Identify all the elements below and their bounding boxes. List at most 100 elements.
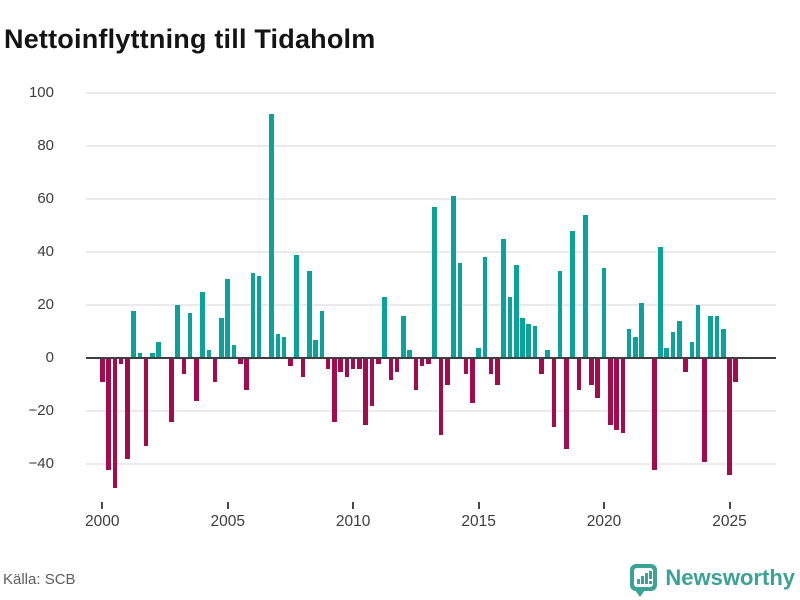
bar-2006-Q2 (256, 276, 262, 359)
bar-2014-Q1 (451, 196, 456, 359)
bar-2003-Q2 (181, 358, 187, 375)
bar-2012-Q3 (413, 358, 419, 391)
bar-2000-Q4 (118, 358, 124, 364)
bar-2023-Q3 (689, 342, 695, 359)
bar-2007-Q2 (281, 337, 287, 359)
bar-2001-Q2 (131, 310, 136, 359)
bar-2007-Q4 (294, 254, 300, 359)
bar-2013-Q2 (432, 207, 437, 359)
bar-2022-Q2 (658, 246, 663, 359)
bar-2009-Q4 (344, 358, 350, 377)
bar-2003-Q3 (187, 313, 193, 359)
y-axis-tick-label: 0 (45, 349, 54, 367)
bar-2012-Q4 (419, 358, 425, 367)
bar-2001-Q4 (143, 358, 149, 446)
bar-2023-Q1 (677, 321, 682, 359)
bar-2022-Q4 (670, 331, 676, 359)
bar-2005-Q3 (237, 358, 243, 364)
gridline (86, 251, 776, 254)
bar-2010-Q3 (363, 358, 369, 425)
bubble-tail (635, 589, 646, 597)
y-axis-tick-label: 60 (37, 190, 54, 208)
bar-2005-Q2 (231, 345, 237, 359)
bar-2021-Q2 (633, 337, 638, 359)
bar-2000-Q3 (112, 358, 118, 489)
bar-2008-Q4 (319, 310, 325, 359)
y-axis-tick-label: −40 (28, 455, 54, 473)
bar-2019-Q3 (589, 358, 594, 385)
bar-2024-Q2 (708, 315, 713, 359)
bar-2016-Q1 (501, 238, 506, 359)
bar-2004-Q3 (212, 358, 218, 383)
bar-2010-Q1 (350, 358, 356, 369)
bar-2017-Q3 (539, 358, 544, 375)
bar-2024-Q4 (720, 329, 726, 359)
bar-2018-Q1 (551, 358, 557, 428)
bar-2010-Q2 (357, 358, 362, 369)
bar-2015-Q4 (495, 358, 500, 385)
x-axis-tick (101, 502, 104, 509)
gridline (86, 198, 776, 201)
bar-2005-Q4 (244, 358, 249, 391)
bar-2024-Q3 (714, 315, 720, 359)
bar-2011-Q2 (382, 297, 387, 359)
bar-2016-Q2 (507, 297, 513, 359)
bar-2024-Q1 (702, 358, 707, 462)
gridline (86, 91, 776, 94)
bar-2017-Q4 (545, 350, 550, 359)
bar-2019-Q2 (582, 215, 588, 359)
bar-2011-Q1 (375, 358, 381, 364)
zero-axis-line (86, 357, 776, 360)
y-axis-tick-label: 40 (37, 243, 54, 261)
newsworthy-brand: Newsworthy (630, 560, 795, 597)
bar-2004-Q4 (219, 318, 224, 359)
bar-2001-Q3 (137, 352, 143, 359)
gridline (86, 304, 776, 307)
bar-2015-Q3 (488, 358, 494, 375)
bar-2008-Q1 (300, 358, 306, 377)
bar-2014-Q4 (470, 358, 475, 404)
bar-2008-Q2 (306, 270, 312, 359)
bar-2009-Q3 (338, 358, 343, 372)
gridline (86, 145, 776, 148)
bar-2022-Q3 (664, 347, 670, 359)
bar-2023-Q4 (695, 305, 701, 359)
x-axis-tick (728, 502, 731, 509)
bar-2008-Q3 (313, 339, 318, 359)
bar-2015-Q1 (476, 347, 481, 359)
bar-2021-Q3 (639, 302, 644, 359)
bar-2020-Q4 (620, 358, 626, 433)
bar-2006-Q4 (269, 114, 274, 359)
bar-2011-Q3 (388, 358, 394, 380)
x-axis-tick (352, 502, 355, 509)
bar-2019-Q1 (576, 358, 582, 391)
bar-2000-Q2 (106, 358, 111, 470)
bar-2022-Q1 (651, 358, 657, 470)
bar-2010-Q4 (369, 358, 375, 407)
bar-2025-Q2 (733, 358, 739, 383)
y-axis-tick-label: 80 (37, 137, 54, 155)
bar-2011-Q4 (394, 358, 400, 372)
bar-2018-Q4 (570, 230, 575, 359)
bar-2018-Q2 (557, 270, 563, 359)
x-axis-tick-label: 2005 (210, 513, 245, 530)
bar-2018-Q3 (564, 358, 569, 449)
bar-2019-Q4 (595, 358, 601, 399)
bar-2013-Q4 (444, 358, 450, 385)
bar-2005-Q1 (225, 278, 231, 359)
bar-2016-Q3 (513, 265, 519, 359)
bar-2007-Q1 (275, 334, 281, 359)
bar-2023-Q2 (683, 358, 688, 372)
bar-2004-Q2 (206, 350, 212, 359)
x-axis-tick (226, 502, 229, 509)
bar-2020-Q2 (608, 358, 613, 425)
bar-2002-Q2 (156, 342, 162, 359)
x-axis-tick-label: 2015 (461, 513, 496, 530)
bar-2016-Q4 (520, 318, 525, 359)
x-axis-tick-label: 2025 (712, 513, 747, 530)
bar-2012-Q2 (407, 350, 412, 359)
x-axis-tick-label: 2010 (335, 513, 371, 530)
bar-2001-Q1 (125, 358, 130, 460)
bar-2003-Q4 (194, 358, 199, 401)
